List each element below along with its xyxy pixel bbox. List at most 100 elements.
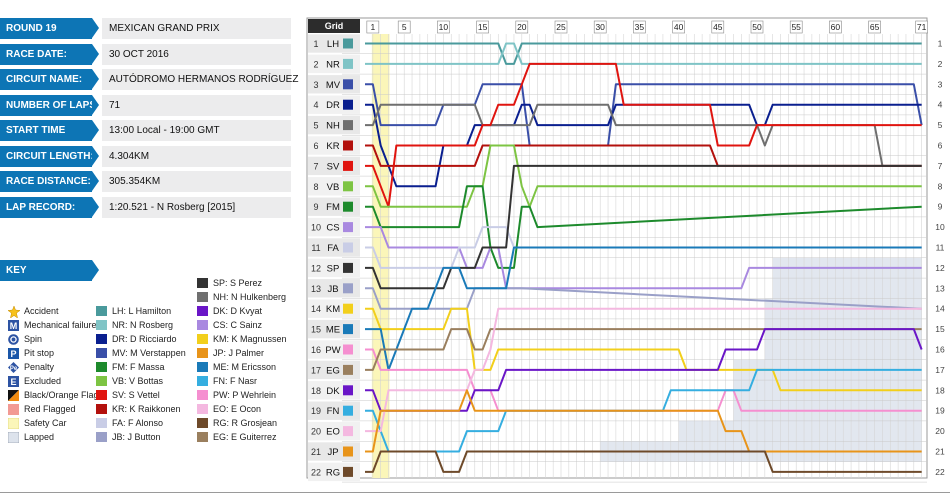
grid-driver-code: EG xyxy=(326,365,340,376)
legend-color-swatch xyxy=(96,334,107,344)
bottom-divider xyxy=(0,492,950,493)
legend-color-swatch xyxy=(197,390,208,400)
position-tick-label: 18 xyxy=(935,385,945,395)
lap-tick-box xyxy=(633,20,646,34)
grid-driver-swatch xyxy=(343,385,353,396)
legend-color-swatch xyxy=(197,404,208,414)
info-value: AUTÓDROMO HERMANOS RODRÍGUEZ xyxy=(102,69,298,90)
position-tick-label: 9 xyxy=(938,202,943,212)
grid-position: 19 xyxy=(311,406,321,416)
grid-driver-code: EO xyxy=(326,427,340,438)
legend-label: JP: J Palmer xyxy=(213,348,265,358)
grid-driver-swatch xyxy=(343,426,353,437)
lap-tick-box xyxy=(750,20,764,34)
legend-label: Penalty xyxy=(24,362,55,372)
series-cs xyxy=(365,226,922,290)
grid-driver-swatch xyxy=(343,120,353,131)
position-tick-label: 15 xyxy=(935,324,945,334)
grid-driver-swatch xyxy=(343,405,353,416)
svg-text:M: M xyxy=(10,321,18,331)
lap-tick-box xyxy=(711,20,725,34)
grid-driver-swatch xyxy=(343,201,353,212)
svg-text:Pe: Pe xyxy=(10,366,18,372)
grid-position: 2 xyxy=(313,59,318,69)
info-value: 4.304KM xyxy=(102,145,291,167)
legend-color-swatch xyxy=(197,362,208,372)
grid-driver-code: PW xyxy=(325,345,340,356)
lap-tick-label: 20 xyxy=(517,22,527,32)
grid-driver-code: FN xyxy=(327,406,340,417)
legend-color-swatch xyxy=(96,320,107,330)
legend-color-swatch xyxy=(96,418,107,428)
grid-driver-swatch xyxy=(343,466,353,477)
lap-tick-label: 15 xyxy=(478,22,488,32)
position-tick-label: 20 xyxy=(935,426,945,436)
grid-driver-code: FA xyxy=(327,243,339,254)
grid-header: Grid xyxy=(325,21,344,31)
grid-position: 14 xyxy=(311,304,321,314)
svg-text:E: E xyxy=(10,377,16,387)
position-tick-label: 6 xyxy=(938,141,943,151)
lap-tick-box xyxy=(554,20,568,34)
position-tick-label: 3 xyxy=(938,79,943,89)
info-row: NUMBER OF LAPS: 71 xyxy=(0,94,291,116)
grid-position: 17 xyxy=(311,365,321,375)
legend-label: Pit stop xyxy=(24,348,55,358)
series-lines xyxy=(365,42,923,473)
grid-driver-swatch xyxy=(343,160,353,171)
legend-label: KM: K Magnussen xyxy=(213,334,287,344)
info-value: 1:20.521 - N Rosberg [2015] xyxy=(102,196,291,218)
lap-tick-box xyxy=(672,20,685,34)
grid-position: 11 xyxy=(311,243,320,253)
grid-driver-swatch xyxy=(343,99,353,110)
legend-label: Safety Car xyxy=(24,418,67,428)
legend-label: Excluded xyxy=(24,376,62,386)
position-tick-label: 17 xyxy=(935,365,945,375)
position-tick-label: 22 xyxy=(935,467,945,477)
gridlines xyxy=(342,34,927,483)
legend-label: EG: E Guiterrez xyxy=(213,432,277,442)
legend-label: LH: L Hamilton xyxy=(112,306,172,316)
accident-icon xyxy=(7,305,21,319)
info-label: CIRCUIT LENGTH: xyxy=(0,145,99,167)
info-value: 13:00 Local - 19:00 GMT xyxy=(102,120,291,141)
grid-position: 12 xyxy=(311,263,321,273)
legend-label: NR: N Rosberg xyxy=(112,320,174,330)
lap-tick-label: 45 xyxy=(713,22,723,32)
grid-position: 13 xyxy=(311,284,321,294)
black-orange-flag-icon xyxy=(8,390,19,401)
lap-tick-label: 5 xyxy=(402,22,407,32)
info-value: 71 xyxy=(102,94,291,116)
grid-position: 16 xyxy=(311,345,321,355)
series-jp xyxy=(365,389,922,453)
position-tick-label: 4 xyxy=(938,100,943,110)
grid-position: 9 xyxy=(313,202,318,212)
legend-color-swatch xyxy=(96,348,107,358)
grid-driver-swatch xyxy=(343,222,353,233)
legend-color-swatch xyxy=(197,320,208,330)
series-sv xyxy=(365,62,922,208)
grid-position: 5 xyxy=(313,121,318,131)
lap-tick-box xyxy=(515,20,529,34)
lap-tick-label: 40 xyxy=(674,22,684,32)
grid-position: 6 xyxy=(313,141,318,151)
lap-tick-label: 60 xyxy=(831,22,841,32)
legend-label: VB: V Bottas xyxy=(112,376,164,386)
key-title: KEY xyxy=(0,260,99,281)
grid-driver-code: KR xyxy=(326,141,339,152)
grid-driver-code: MV xyxy=(326,80,341,91)
grid-position: 18 xyxy=(311,386,321,396)
svg-text:P: P xyxy=(10,349,16,359)
legend-label: PW: P Wehrlein xyxy=(213,390,277,400)
legend-color-swatch xyxy=(96,362,107,372)
legend-label: DR: D Ricciardo xyxy=(112,334,177,344)
legend-label: JB: J Button xyxy=(112,432,161,442)
grid-position: 8 xyxy=(313,182,318,192)
grid-position: 1 xyxy=(313,39,318,49)
legend-label: ME: M Ericsson xyxy=(213,362,277,372)
lap-tick-label: 25 xyxy=(556,22,566,32)
grid-position: 7 xyxy=(313,161,318,171)
series-mv xyxy=(365,83,923,147)
grid-driver-swatch xyxy=(343,344,353,355)
